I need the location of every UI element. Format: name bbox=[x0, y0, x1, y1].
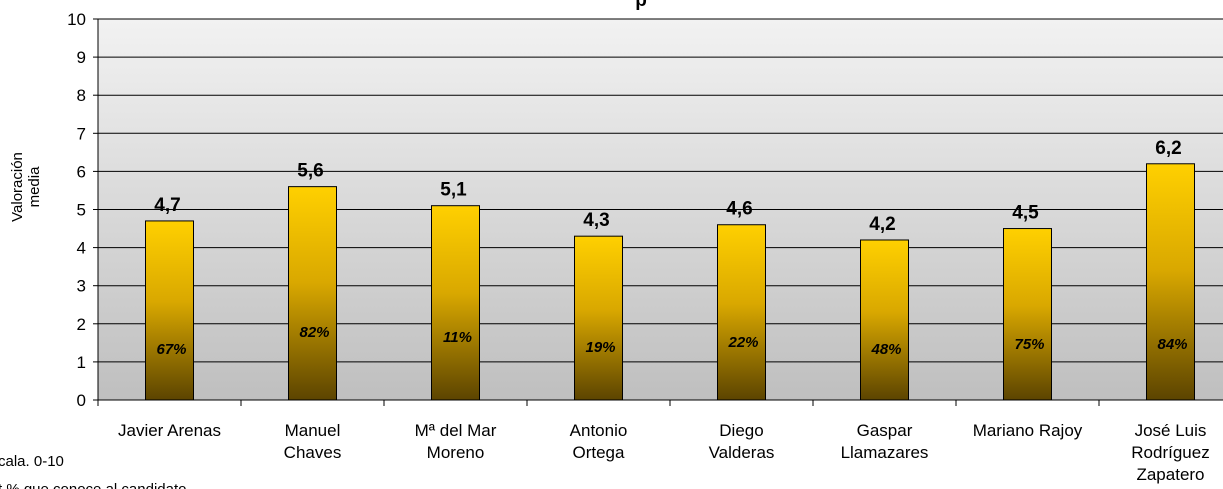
y-tick-label: 6 bbox=[77, 162, 86, 181]
bar bbox=[1003, 228, 1052, 401]
y-tick-label: 0 bbox=[77, 391, 86, 410]
axes: 0 1 2 3 4 5 6 7 8 9 10 bbox=[67, 10, 1223, 410]
x-category-label: José Luis bbox=[1135, 421, 1207, 440]
x-category-label: Mariano Rajoy bbox=[973, 421, 1083, 440]
bar-value-label: 5,6 bbox=[297, 161, 323, 182]
bar-percent-label: 19% bbox=[585, 339, 615, 356]
y-tick-label: 7 bbox=[77, 124, 86, 143]
labels: 4,7 67% Javier Arenas 5,6 82% Manuel Chaves 5,1… bbox=[118, 138, 1210, 484]
bar-percent-label: 22% bbox=[727, 334, 758, 351]
bar-percent-label: 11% bbox=[443, 329, 472, 346]
bar bbox=[431, 205, 480, 401]
bar bbox=[288, 186, 337, 401]
x-category-label: Ortega bbox=[573, 443, 626, 462]
y-tick-label: 5 bbox=[77, 201, 86, 220]
scale-note: cala. 0-10 bbox=[0, 453, 64, 470]
y-tick-label: 1 bbox=[77, 353, 86, 372]
bar-percent-label: 84% bbox=[1157, 336, 1187, 353]
x-category-label: Javier Arenas bbox=[118, 421, 221, 440]
bar-value-label: 4,2 bbox=[869, 214, 895, 235]
x-category-label: Antonio bbox=[570, 421, 628, 440]
bar-value-label: 5,1 bbox=[440, 180, 467, 201]
x-category-label: Llamazares bbox=[841, 443, 929, 462]
x-category-label: Manuel bbox=[285, 421, 341, 440]
bar-percent-label: 75% bbox=[1014, 336, 1044, 353]
bar-value-label: 4,3 bbox=[583, 210, 609, 231]
y-axis-label-line-1: Valoración bbox=[9, 152, 26, 222]
y-tick-label: 4 bbox=[77, 239, 86, 258]
bar-percent-label: 48% bbox=[870, 341, 901, 358]
x-category-label: Zapatero bbox=[1136, 465, 1204, 484]
bar bbox=[1146, 163, 1195, 401]
bar bbox=[717, 224, 766, 401]
bar-percent-label: 82% bbox=[299, 324, 329, 341]
bar-value-label: 4,7 bbox=[154, 195, 180, 216]
bar bbox=[145, 220, 194, 401]
y-tick-label: 2 bbox=[77, 315, 86, 334]
chart-title: p bbox=[635, 0, 647, 11]
x-category-label: Diego bbox=[719, 421, 763, 440]
bar-percent-label: 67% bbox=[156, 341, 186, 358]
percent-note: t % que conoce al candidato bbox=[0, 481, 186, 489]
bar bbox=[574, 235, 623, 401]
bar-value-label: 6,2 bbox=[1155, 138, 1181, 159]
bar-value-label: 4,6 bbox=[726, 199, 752, 220]
y-axis-label-line-2: media bbox=[26, 166, 43, 208]
y-tick-label: 9 bbox=[77, 48, 86, 67]
bar bbox=[860, 239, 909, 401]
y-tick-label: 10 bbox=[67, 10, 86, 29]
gridlines bbox=[98, 18, 1223, 363]
bar-value-label: 4,5 bbox=[1012, 203, 1039, 224]
y-tick-label: 3 bbox=[77, 277, 86, 296]
x-category-label: Mª del Mar bbox=[415, 421, 497, 440]
x-category-label: Rodríguez bbox=[1131, 443, 1209, 462]
bars bbox=[145, 163, 1195, 401]
x-category-label: Gaspar bbox=[857, 421, 913, 440]
x-category-label: Valderas bbox=[709, 443, 775, 462]
x-category-label: Moreno bbox=[427, 443, 485, 462]
y-axis-label: Valoración media bbox=[9, 152, 43, 222]
x-category-label: Chaves bbox=[284, 443, 342, 462]
y-tick-label: 8 bbox=[77, 86, 86, 105]
